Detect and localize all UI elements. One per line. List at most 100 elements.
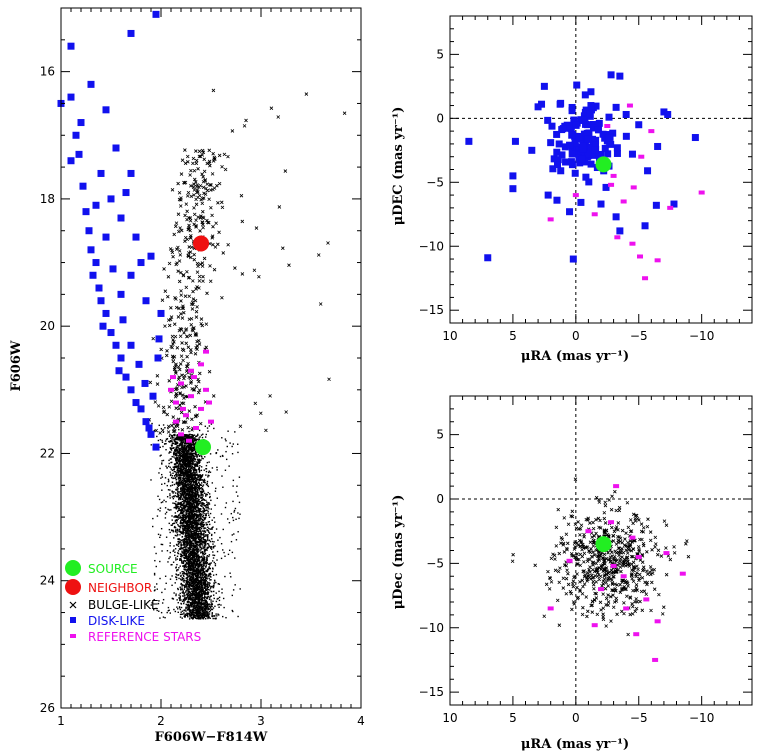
- bulge-point: [202, 563, 205, 565]
- bulge-point: [186, 492, 189, 495]
- bulge-point: [177, 492, 179, 494]
- bulge-point: [181, 510, 183, 513]
- bulge-point: [208, 608, 211, 610]
- bulge-point: [180, 447, 182, 450]
- bulge-point: [189, 544, 191, 547]
- bulge-point: [184, 614, 186, 616]
- bulge-point: [180, 441, 182, 444]
- bulge-point: [177, 523, 179, 526]
- bulge-point: [194, 453, 197, 456]
- bulge-point: [175, 576, 178, 579]
- bulge-point: [200, 570, 203, 572]
- bulge-point: [192, 435, 194, 438]
- bulge-point: [205, 499, 207, 502]
- bulge-point: [182, 461, 185, 463]
- bulge-point: [200, 590, 202, 593]
- bulge-point: [176, 442, 178, 444]
- bulge-point: [199, 520, 201, 522]
- bulge-point: [177, 481, 179, 484]
- bulge-point: [176, 437, 179, 440]
- bulge-point: [178, 594, 180, 596]
- bulge-point: [179, 521, 182, 523]
- bulge-point: [181, 443, 183, 446]
- bulge-point: [205, 464, 208, 467]
- bulge-point: [191, 455, 193, 458]
- bulge-point: [193, 605, 196, 607]
- bulge-point: [190, 584, 192, 586]
- bulge-point: [197, 611, 200, 614]
- bulge-point: [179, 498, 182, 501]
- bulge-point: [182, 474, 184, 476]
- bulge-point: [183, 595, 185, 597]
- bulge-point: [188, 591, 191, 593]
- bulge-point: [183, 500, 186, 502]
- bulge-point: [192, 594, 194, 597]
- bulge-point: [187, 505, 189, 508]
- bulge-point: [203, 580, 205, 582]
- bulge-point: [174, 531, 177, 533]
- bulge-point: [194, 590, 196, 592]
- bulge-point: [188, 537, 190, 539]
- bulge-point: [177, 534, 179, 536]
- bulge-point: [198, 570, 201, 572]
- bulge-point: [175, 504, 177, 506]
- bulge-point: [195, 461, 198, 463]
- bulge-point: [190, 537, 193, 540]
- bulge-point: [177, 477, 180, 479]
- bulge-point: [202, 502, 204, 505]
- bulge-point: [184, 489, 186, 491]
- bulge-point: [174, 433, 176, 436]
- bulge-point: [191, 474, 194, 477]
- bulge-point: [192, 490, 195, 492]
- bulge-point: [168, 480, 170, 482]
- bulge-point: [191, 594, 193, 597]
- bulge-point: [189, 541, 192, 544]
- bulge-point: [179, 595, 182, 597]
- bulge-point: [183, 542, 186, 545]
- bulge-point: [176, 435, 178, 437]
- bulge-point: [179, 522, 181, 524]
- bulge-point: [185, 514, 187, 517]
- bulge-point: [196, 563, 198, 565]
- bulge-point: [191, 593, 193, 595]
- bulge-point: [200, 586, 203, 588]
- bulge-point: [205, 618, 207, 620]
- bulge-point: [172, 550, 174, 552]
- bulge-point: [207, 512, 209, 514]
- bulge-point: [193, 484, 196, 487]
- bulge-point: [179, 541, 182, 543]
- bulge-point: [191, 508, 193, 510]
- bulge-point: [196, 474, 198, 476]
- bulge-point: [186, 484, 189, 486]
- bulge-point: [185, 603, 187, 606]
- bulge-point: [184, 445, 186, 447]
- bulge-point: [179, 469, 181, 471]
- bulge-point: [196, 483, 198, 486]
- bulge-point: [202, 503, 204, 506]
- bulge-point: [192, 528, 194, 530]
- bulge-point: [195, 611, 198, 613]
- bulge-point: [203, 538, 206, 541]
- bulge-point: [183, 501, 185, 503]
- bulge-point: [191, 504, 193, 507]
- bulge-point: [191, 551, 193, 554]
- bulge-point: [184, 492, 186, 495]
- bulge-point: [180, 548, 183, 550]
- bulge-point: [209, 512, 212, 515]
- bulge-point: [200, 466, 203, 468]
- bulge-point: [176, 528, 179, 530]
- bulge-point: [190, 523, 193, 526]
- bulge-point: [204, 615, 206, 617]
- bulge-point: [186, 613, 189, 615]
- bulge-point: [187, 597, 190, 599]
- bulge-point: [169, 440, 172, 443]
- bulge-point: [192, 564, 194, 566]
- bulge-point: [194, 490, 197, 492]
- bulge-point: [200, 537, 203, 540]
- bulge-point: [191, 453, 193, 455]
- bulge-point: [177, 525, 180, 527]
- bulge-point: [198, 580, 200, 583]
- bulge-point: [202, 546, 204, 548]
- bulge-point: [199, 563, 201, 565]
- bulge-point: [198, 576, 201, 579]
